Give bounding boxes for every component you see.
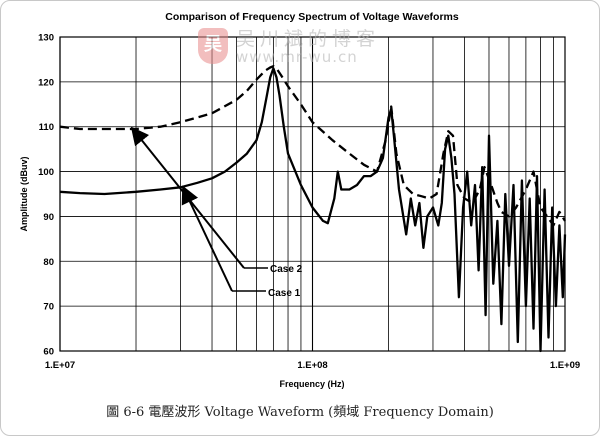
case-1-label: Case 1 [268, 288, 301, 299]
x-tick-label: 1.E+08 [297, 360, 327, 371]
y-tick-label: 100 [38, 167, 54, 178]
case-1-annotation: Case 1 [181, 185, 301, 299]
y-tick-label: 130 [38, 33, 54, 44]
y-tick-label: 120 [38, 77, 54, 88]
case-2-label: Case 2 [270, 264, 303, 275]
chart: Comparison of Frequency Spectrum of Volt… [19, 11, 580, 389]
series-line-case-1 [59, 67, 567, 353]
x-tick-label: 1.E+09 [550, 360, 580, 371]
y-tick-label: 90 [43, 212, 54, 223]
case-2-annotation: Case 2 [130, 126, 303, 275]
y-tick-label: 60 [43, 347, 54, 358]
watermark-url: www.mr-wu.cn [236, 48, 358, 66]
y-tick-label: 70 [43, 302, 54, 313]
tick-labels: 60 70 80 90 100 110 120 130 1.E+07 1.E+08 1.E+09 [38, 33, 580, 372]
case-1-pointer-to-solid [181, 185, 233, 292]
figure-caption: 圖 6-6 電壓波形 Voltage Waveform (頻域 Frequenc… [106, 405, 494, 420]
y-tick-label: 80 [43, 257, 54, 268]
x-axis-label: Frequency (Hz) [279, 379, 344, 389]
watermark-logo-icon: 吴 [198, 28, 228, 64]
chart-title: Comparison of Frequency Spectrum of Volt… [165, 11, 459, 23]
plot-area-border [59, 36, 566, 352]
grid [59, 36, 565, 352]
x-tick-label: 1.E+07 [45, 360, 75, 371]
y-axis-label: Amplitude (dBuv) [19, 157, 29, 232]
watermark: 吴 吴川斌的博客 www.mr-wu.cn [196, 22, 375, 70]
watermark-name: 吴川斌的博客 [236, 28, 381, 50]
series-line-case-2 [59, 65, 566, 227]
series-layer [59, 65, 567, 353]
y-tick-label: 110 [39, 122, 54, 133]
